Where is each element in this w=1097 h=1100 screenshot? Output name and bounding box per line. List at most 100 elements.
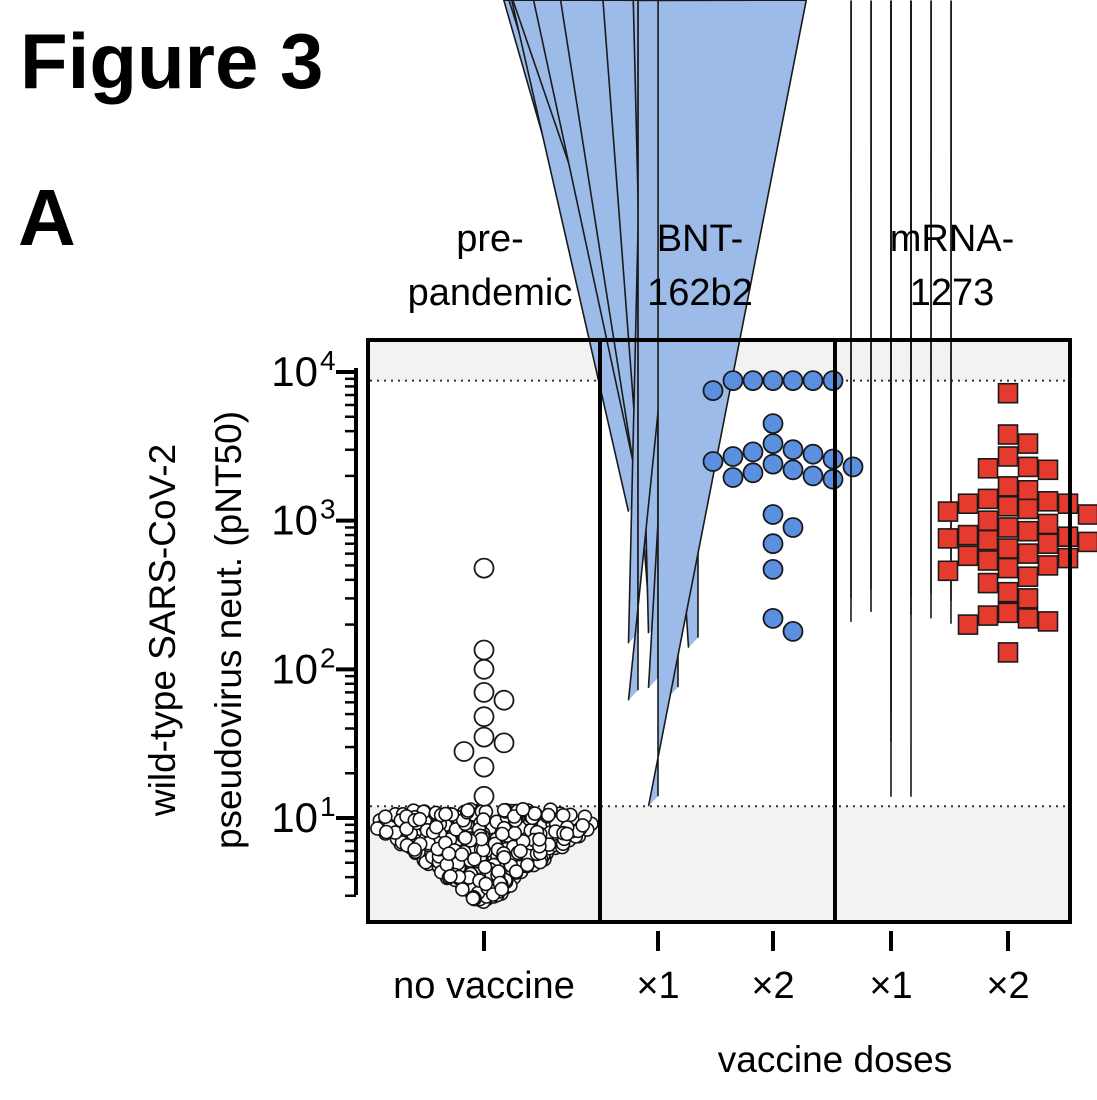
data-point-2	[722, 467, 744, 488]
x-axis: no vaccine ×1 ×2 ×1 ×2	[393, 931, 1030, 1007]
data-point-4	[977, 572, 999, 594]
y-tick-exponent-1: 2	[320, 642, 336, 673]
data-point-1	[647, 0, 808, 807]
cluster-point	[377, 809, 393, 825]
data-point-0	[473, 658, 495, 680]
cluster-point	[527, 806, 543, 821]
data-point-2	[762, 533, 784, 555]
y-axis-label-line1: wild-type SARS-CoV-2	[142, 444, 183, 817]
data-point-0	[473, 706, 495, 728]
data-point-4	[997, 424, 1019, 445]
x-tick-label-2: ×2	[751, 965, 794, 1007]
shade-bottom-1	[600, 806, 835, 922]
y-tick-exponent-0: 1	[320, 791, 336, 822]
panel-frames	[366, 338, 1072, 924]
data-point-4	[1017, 456, 1039, 478]
data-point-2	[802, 370, 824, 392]
data-point-2	[762, 504, 784, 525]
cluster-point	[457, 830, 473, 846]
data-point-4	[1017, 433, 1039, 454]
cluster-point	[478, 876, 494, 892]
data-point-4	[997, 476, 1019, 497]
data-point-2	[722, 446, 744, 467]
y-tick-label-1: 10	[271, 645, 318, 692]
y-tick-base: 10	[271, 497, 318, 544]
cluster-point	[467, 851, 482, 867]
cluster-point	[441, 846, 457, 862]
cluster-point	[532, 832, 547, 847]
group-header-line1-2: mRNA-	[890, 218, 1015, 260]
group-header-line2-2: 1273	[910, 272, 995, 314]
data-point-0	[473, 682, 495, 703]
cluster-point	[412, 811, 428, 827]
data-point-4	[937, 560, 959, 582]
cluster-point	[575, 818, 591, 833]
data-point-4	[1037, 513, 1059, 535]
data-point-4	[1017, 498, 1039, 520]
plot-frame	[366, 338, 1072, 924]
data-point-2	[742, 462, 764, 484]
data-point-0	[473, 726, 495, 748]
data-point-4	[1037, 555, 1059, 576]
data-point-2	[742, 441, 764, 463]
cluster-point	[443, 868, 458, 884]
data-point-4	[977, 550, 999, 571]
data-point-4	[1017, 543, 1039, 564]
data-point-2	[802, 443, 824, 465]
data-point-4	[977, 457, 999, 479]
cluster-point	[378, 824, 394, 840]
data-point-0	[493, 689, 515, 711]
data-point-4	[1017, 566, 1039, 588]
data-point-0	[453, 741, 475, 762]
cluster-point	[477, 859, 493, 875]
shade-top-0	[368, 340, 600, 381]
prepandemic-cluster	[370, 801, 599, 910]
data-point-2	[762, 413, 784, 435]
y-axis-label: wild-type SARS-CoV-2 pseudovirus neut. (…	[142, 411, 249, 849]
data-point-4	[997, 517, 1019, 538]
cluster-point	[555, 807, 571, 823]
data-point-4	[997, 495, 1019, 517]
data-point-4	[1077, 504, 1097, 525]
data-point-2	[782, 439, 804, 461]
cluster-point	[407, 842, 422, 857]
cluster-point	[515, 801, 531, 817]
x-tick-label-0: no vaccine	[393, 965, 575, 1007]
cluster-point	[465, 891, 481, 906]
cluster-point	[476, 812, 491, 827]
data-point-2	[762, 433, 784, 455]
data-point-4	[957, 545, 979, 567]
data-point-4	[977, 488, 999, 510]
data-point-2	[742, 370, 764, 392]
cluster-point	[540, 807, 556, 823]
data-point-4	[937, 501, 959, 522]
y-tick-label-3: 10	[271, 348, 318, 395]
cluster-point	[513, 843, 528, 859]
y-tick-exponent-3: 4	[320, 345, 336, 376]
data-point-2	[762, 559, 784, 580]
data-point-4	[957, 614, 979, 635]
data-point-4	[997, 557, 1019, 579]
y-tick-label-0: 10	[271, 794, 318, 841]
data-point-4	[977, 510, 999, 532]
group-header-line1-0: pre-	[456, 218, 524, 260]
y-tick-label-2: 10	[271, 497, 318, 544]
data-point-4	[997, 581, 1019, 603]
x-tick-label-3: ×1	[869, 965, 912, 1007]
data-point-2	[782, 370, 804, 392]
data-point-2	[802, 465, 824, 487]
group-header-line2-1: 162b2	[647, 272, 753, 314]
cluster-point	[438, 806, 453, 822]
data-point-4	[997, 642, 1019, 663]
cluster-point	[454, 847, 470, 862]
y-tick-base: 10	[271, 348, 318, 395]
shade-bottom-2	[835, 806, 1070, 922]
cluster-point	[496, 850, 512, 865]
group-headers: pre-pandemic BNT- 162b2 mRNA- 1273	[408, 218, 1015, 314]
group-header-line2-0: pandemic	[408, 272, 573, 314]
figure-title: Figure 3	[20, 17, 323, 105]
x-tick-label-1: ×1	[636, 965, 679, 1007]
data-point-4	[997, 538, 1019, 559]
y-tick-exponent-2: 3	[320, 494, 336, 525]
data-point-4	[997, 602, 1019, 624]
